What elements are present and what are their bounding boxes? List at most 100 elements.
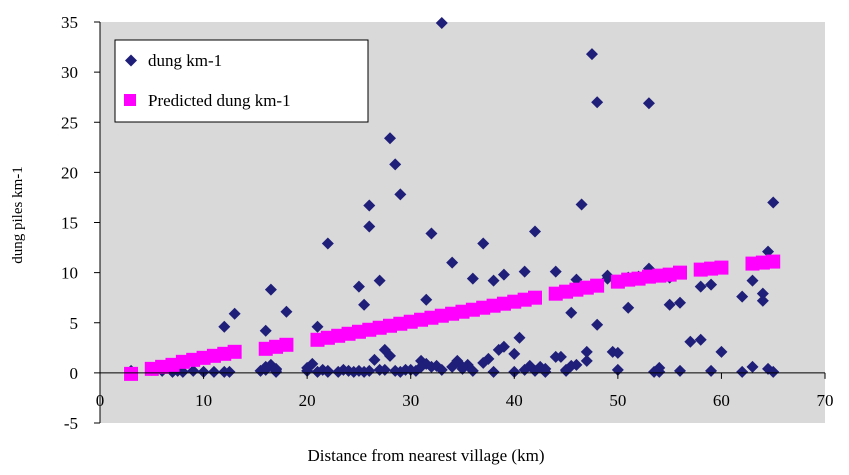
- observed-point: [756, 294, 769, 307]
- observed-point: [674, 296, 686, 309]
- legend-label-observed: dung km-1: [148, 51, 222, 70]
- observed-point: [539, 362, 552, 375]
- observed-point: [580, 354, 593, 367]
- observed-point: [311, 320, 324, 333]
- observed-point: [642, 97, 655, 110]
- y-tick-label: 25: [61, 113, 78, 132]
- predicted-point: [673, 265, 687, 280]
- x-tick-label: 10: [195, 391, 212, 410]
- y-tick-label: 15: [61, 214, 78, 233]
- observed-point: [767, 365, 780, 378]
- y-axis-label: dung piles km-1: [10, 166, 26, 264]
- observed-point: [446, 256, 459, 269]
- observed-point: [389, 158, 402, 171]
- observed-point: [746, 274, 759, 287]
- observed-point: [601, 269, 614, 282]
- observed-point: [622, 301, 635, 314]
- x-tick-label: 0: [96, 391, 105, 410]
- observed-point: [767, 196, 780, 209]
- observed-point: [264, 283, 277, 296]
- observed-point: [352, 280, 365, 293]
- observed-point: [384, 132, 396, 145]
- predicted-point: [714, 260, 729, 275]
- observed-point: [415, 360, 428, 373]
- predicted-point: [528, 290, 542, 305]
- observed-point: [508, 365, 521, 378]
- x-tick-label: 50: [609, 391, 626, 410]
- observed-point: [218, 320, 231, 333]
- legend-diamond-marker: [125, 54, 137, 67]
- observed-point: [373, 274, 386, 287]
- y-tick-label: 5: [70, 314, 79, 333]
- observed-point: [207, 365, 220, 378]
- observed-series: [125, 17, 780, 378]
- x-tick-label: 70: [817, 391, 834, 410]
- observed-point: [482, 352, 495, 365]
- observed-point: [570, 273, 583, 286]
- observed-point: [694, 280, 707, 293]
- observed-point: [705, 364, 718, 377]
- x-tick-label: 30: [402, 391, 419, 410]
- observed-point: [518, 265, 531, 278]
- observed-point: [363, 220, 376, 233]
- observed-point: [549, 265, 562, 278]
- legend-square-marker: [124, 94, 136, 106]
- y-tick-label: 0: [70, 364, 79, 383]
- y-tick-label: 30: [61, 63, 78, 82]
- observed-point: [477, 237, 490, 250]
- observed-point: [321, 365, 334, 378]
- y-tick-label: 10: [61, 264, 78, 283]
- predicted-point: [590, 278, 605, 293]
- y-axis-ticks: -5 0 5 10 15 20 25 30 35: [61, 13, 100, 433]
- legend-label-predicted: Predicted dung km-1: [148, 91, 291, 110]
- observed-point: [585, 48, 598, 61]
- observed-point: [306, 357, 319, 370]
- observed-point: [529, 225, 541, 238]
- observed-point: [746, 360, 759, 373]
- observed-point: [223, 365, 236, 378]
- observed-point: [259, 324, 272, 337]
- y-tick-label: 35: [61, 13, 78, 32]
- observed-point: [378, 343, 391, 356]
- observed-point: [466, 364, 479, 377]
- observed-point: [762, 245, 775, 258]
- observed-point: [321, 237, 334, 250]
- observed-point: [736, 365, 749, 378]
- observed-point: [591, 318, 604, 331]
- observed-point: [497, 268, 510, 281]
- observed-point: [674, 364, 686, 377]
- observed-point: [280, 305, 293, 318]
- observed-point: [694, 333, 707, 346]
- observed-point: [363, 199, 376, 212]
- observed-point: [259, 360, 272, 373]
- observed-point: [611, 346, 624, 359]
- observed-point: [197, 365, 210, 378]
- observed-point: [565, 306, 578, 319]
- observed-point: [554, 350, 567, 363]
- observed-point: [575, 198, 588, 211]
- observed-point: [368, 353, 381, 366]
- observed-point: [736, 290, 749, 303]
- observed-point: [394, 188, 407, 201]
- observed-point: [487, 365, 500, 378]
- observed-point: [358, 298, 371, 311]
- predicted-point: [279, 337, 294, 352]
- observed-point: [435, 17, 448, 30]
- x-tick-label: 60: [713, 391, 730, 410]
- observed-point: [420, 293, 433, 306]
- observed-point: [487, 274, 500, 287]
- observed-point: [653, 361, 666, 374]
- observed-point: [756, 287, 769, 300]
- predicted-point: [227, 344, 242, 359]
- x-tick-label: 20: [299, 391, 316, 410]
- observed-point: [684, 335, 697, 348]
- observed-point: [591, 96, 604, 109]
- observed-point: [663, 298, 676, 311]
- x-axis-ticks: 0 10 20 30 40 50 60 70: [96, 372, 834, 410]
- predicted-series: [124, 254, 781, 381]
- observed-point: [176, 365, 189, 378]
- predicted-point: [124, 366, 139, 381]
- observed-point: [513, 331, 526, 344]
- observed-point: [466, 272, 479, 285]
